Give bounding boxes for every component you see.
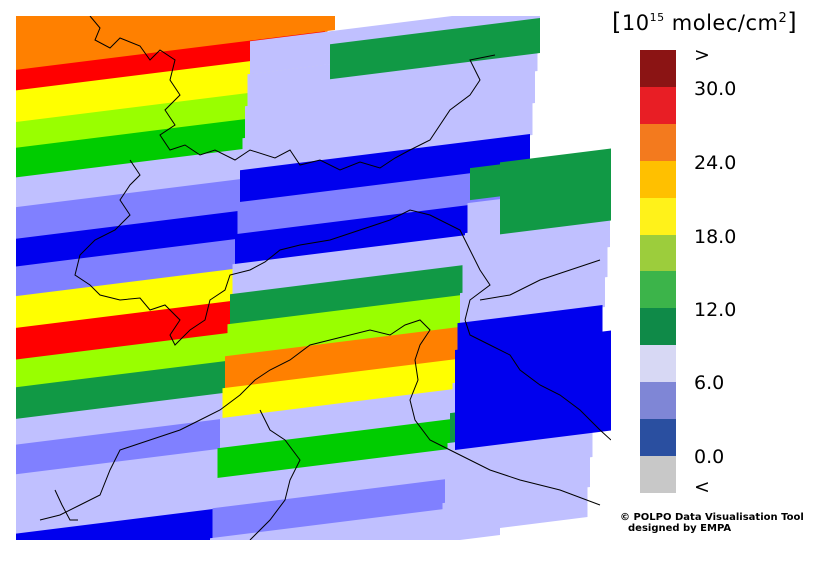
pixel-strip — [222, 352, 513, 422]
slovenia-border — [479, 259, 601, 301]
pixel-strip — [240, 134, 530, 204]
legend-swatch — [640, 123, 676, 161]
pixel-strip — [220, 382, 510, 452]
borders-central — [74, 159, 491, 346]
pixel-strip — [215, 442, 505, 512]
pixel-strip — [16, 52, 323, 124]
pixel-strip — [227, 288, 518, 358]
pixel-strip — [217, 412, 508, 482]
pixel-strip — [232, 228, 523, 298]
pixel-strip — [242, 102, 533, 172]
credit-line-2: designed by EMPA — [628, 523, 732, 534]
legend-tick-label: 24.0 — [694, 152, 737, 174]
pixel-strip — [16, 202, 310, 272]
pixel-strip — [16, 140, 315, 211]
pixel-strip — [237, 166, 528, 236]
pixel-strip — [210, 502, 500, 540]
pixel-strip — [230, 258, 520, 328]
legend-swatch — [640, 50, 676, 87]
pixel-strip — [330, 18, 540, 80]
credit-line-1: © POLPO Data Visualisation Tool — [620, 512, 804, 523]
legend-tick-label: 30.0 — [694, 78, 737, 100]
pixel-strip — [500, 148, 611, 235]
pixel-strip — [212, 472, 503, 540]
legend-tick-label: > — [694, 44, 710, 66]
pixel-strip — [16, 16, 335, 70]
legend-tick-label: 0.0 — [694, 446, 725, 468]
pixel-strip — [455, 330, 611, 450]
legend-swatch — [640, 271, 676, 309]
legend-swatch — [640, 308, 676, 346]
italy-inland — [249, 409, 301, 540]
legend-tick-label: < — [694, 476, 710, 498]
pixel-strip — [16, 170, 313, 241]
legend: [1015 molec/cm2] >30.0 24.0 18.0 12.0 6.0 0.0… — [600, 0, 813, 566]
satellite-pixel-strips — [16, 16, 611, 540]
legend-swatch — [640, 197, 676, 235]
pixel-strip — [245, 70, 535, 140]
pixel-strip — [445, 455, 590, 506]
legend-unit-title: [1015 molec/cm2] — [612, 8, 798, 36]
legend-swatch — [640, 455, 676, 493]
pixel-strip — [16, 84, 320, 155]
legend-tick-label: 18.0 — [694, 226, 737, 248]
legend-swatch — [640, 382, 676, 420]
pixel-strip — [457, 305, 603, 356]
legend-tick-label: 6.0 — [694, 372, 725, 394]
satellite-swath-map — [16, 16, 611, 540]
legend-swatch — [640, 160, 676, 198]
pixel-strip — [16, 230, 308, 300]
croatia-coast — [464, 319, 611, 441]
corsica — [54, 489, 78, 521]
pixel-strip — [462, 245, 608, 296]
legend-swatch — [640, 86, 676, 124]
pixel-strip — [225, 320, 515, 390]
legend-tick-label: 12.0 — [694, 299, 737, 321]
coastline-borders — [39, 16, 611, 540]
map-panel — [16, 16, 611, 540]
pixel-strip — [447, 425, 593, 476]
legend-swatch — [640, 419, 676, 456]
pixel-strip — [460, 275, 605, 326]
italy-coast — [39, 319, 601, 521]
pixel-strip — [465, 215, 610, 266]
pixel-strip — [442, 485, 588, 536]
credit-text: © POLPO Data Visualisation Tool designed… — [620, 512, 804, 534]
borders-north — [89, 16, 496, 171]
legend-swatch — [640, 234, 676, 272]
legend-swatch — [640, 345, 676, 383]
pixel-strip — [235, 198, 525, 268]
